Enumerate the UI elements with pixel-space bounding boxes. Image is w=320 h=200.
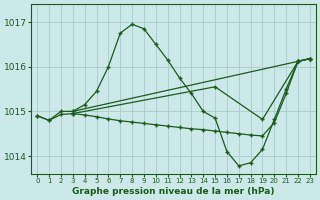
X-axis label: Graphe pression niveau de la mer (hPa): Graphe pression niveau de la mer (hPa)	[72, 187, 275, 196]
